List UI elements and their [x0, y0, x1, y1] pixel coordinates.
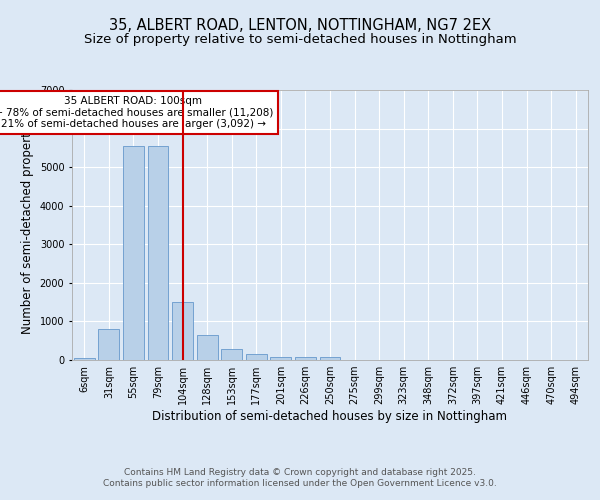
Bar [221, 349, 242, 360]
Bar [74, 358, 95, 360]
Text: 35 ALBERT ROAD: 100sqm
← 78% of semi-detached houses are smaller (11,208)
21% of: 35 ALBERT ROAD: 100sqm ← 78% of semi-det… [0, 96, 273, 129]
Bar [271, 356, 292, 360]
Bar [148, 146, 169, 360]
Text: Size of property relative to semi-detached houses in Nottingham: Size of property relative to semi-detach… [83, 32, 517, 46]
X-axis label: Distribution of semi-detached houses by size in Nottingham: Distribution of semi-detached houses by … [152, 410, 508, 423]
Bar [295, 358, 316, 360]
Text: 35, ALBERT ROAD, LENTON, NOTTINGHAM, NG7 2EX: 35, ALBERT ROAD, LENTON, NOTTINGHAM, NG7… [109, 18, 491, 32]
Bar [197, 335, 218, 360]
Text: Contains HM Land Registry data © Crown copyright and database right 2025.
Contai: Contains HM Land Registry data © Crown c… [103, 468, 497, 487]
Bar [320, 358, 340, 360]
Bar [172, 302, 193, 360]
Bar [246, 354, 267, 360]
Bar [98, 329, 119, 360]
Y-axis label: Number of semi-detached properties: Number of semi-detached properties [21, 116, 34, 334]
Bar [123, 146, 144, 360]
